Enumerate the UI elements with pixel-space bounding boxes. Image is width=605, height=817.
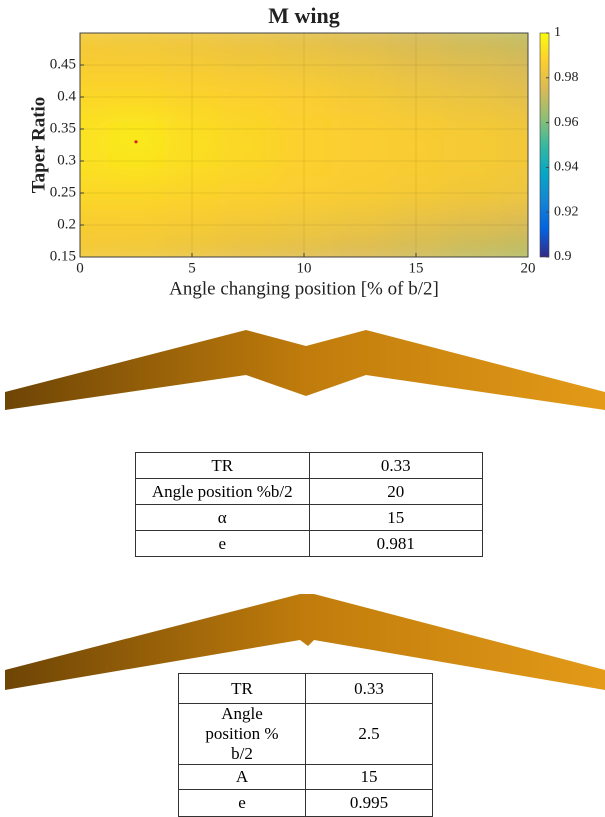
- m-wing: [5, 330, 605, 410]
- y-axis-label: Taper Ratio: [28, 97, 49, 194]
- table-key: Angle position %b/2: [136, 479, 310, 505]
- table-value: 0.981: [309, 531, 483, 557]
- table-key: Angle position % b/2: [179, 704, 306, 765]
- table-value: 0.33: [306, 674, 433, 704]
- x-tick-label: 20: [521, 260, 536, 276]
- table-value: 0.33: [309, 453, 483, 479]
- y-tick-label: 0.15: [50, 248, 76, 264]
- page: M wing Taper Ratio Angle changing positi…: [0, 0, 605, 805]
- x-axis-label: Angle changing position [% of b/2]: [169, 278, 439, 299]
- colorbar-tick-label: 0.98: [554, 70, 579, 85]
- table-key: e: [179, 790, 306, 817]
- y-tick-label: 0.3: [57, 152, 76, 168]
- y-tick-label: 0.25: [50, 184, 76, 200]
- colorbar-tick-label: 0.92: [554, 204, 579, 219]
- colorbar-tick-label: 0.96: [554, 115, 579, 130]
- colorbar-tick-label: 1: [554, 25, 561, 40]
- table-row: Angle position %b/220: [136, 479, 483, 505]
- table-key: TR: [136, 453, 310, 479]
- x-tick-label: 0: [76, 260, 84, 276]
- colorbar-tick-label: 0.94: [554, 160, 579, 175]
- table-value: 20: [309, 479, 483, 505]
- table-key: A: [179, 765, 306, 790]
- colorbar-tick-label: 0.9: [554, 249, 572, 264]
- chart-title: M wing: [268, 3, 340, 28]
- table-key: α: [136, 505, 310, 531]
- y-tick-label: 0.2: [57, 216, 76, 232]
- table-value: 15: [309, 505, 483, 531]
- marker-point: [134, 140, 137, 143]
- table-value: 2.5: [306, 704, 433, 765]
- y-tick-label: 0.35: [50, 120, 76, 136]
- x-tick-label: 15: [409, 260, 424, 276]
- table-key: TR: [179, 674, 306, 704]
- table-value: 0.995: [306, 790, 433, 817]
- table-key: e: [136, 531, 310, 557]
- y-tick-label: 0.4: [57, 88, 76, 104]
- table-value: 15: [306, 765, 433, 790]
- y-tick-label: 0.45: [50, 56, 76, 72]
- colorbar: [540, 33, 549, 257]
- x-tick-label: 5: [188, 260, 196, 276]
- x-tick-label: 10: [297, 260, 312, 276]
